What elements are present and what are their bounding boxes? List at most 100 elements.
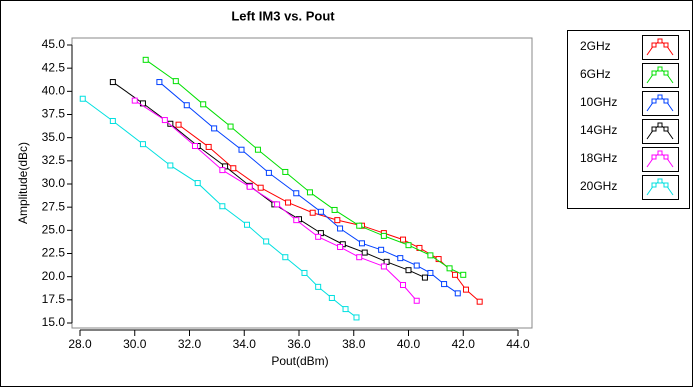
legend-marker: [663, 154, 669, 160]
legend-marker: [657, 38, 663, 44]
data-point: [285, 199, 292, 206]
data-point: [175, 121, 182, 128]
data-point: [400, 282, 407, 289]
legend-marker: [663, 182, 669, 188]
data-point: [79, 95, 86, 102]
data-point: [293, 190, 300, 197]
x-tick-label: 34.0: [233, 337, 257, 351]
legend-marker: [651, 98, 657, 104]
data-point: [441, 281, 448, 288]
y-tick-label: 45.0: [42, 37, 66, 51]
x-tick-label: 44.0: [506, 337, 530, 351]
data-point: [131, 97, 138, 104]
data-point: [334, 217, 341, 224]
legend-label: 18GHz: [580, 151, 617, 165]
y-tick-label: 30.0: [42, 176, 66, 190]
legend-label: 2GHz: [580, 39, 611, 53]
plot-area: [71, 37, 533, 329]
data-point: [452, 271, 459, 278]
data-point: [142, 56, 149, 63]
y-tick-label: 20.0: [42, 269, 66, 283]
x-tick-label: 36.0: [287, 337, 311, 351]
x-tick-label: 40.0: [397, 337, 421, 351]
data-point: [353, 314, 360, 321]
legend-label: 10GHz: [580, 95, 617, 109]
legend-marker: [651, 70, 657, 76]
data-point: [254, 146, 261, 153]
x-axis-label: Pout(dBm): [271, 354, 328, 368]
data-point: [328, 294, 335, 301]
data-point: [405, 267, 412, 274]
data-point: [356, 222, 363, 229]
y-axis-label: Amplitude(dBc): [16, 142, 30, 224]
data-point: [167, 120, 174, 127]
data-point: [356, 254, 363, 261]
x-tick-label: 32.0: [178, 337, 202, 351]
data-point: [282, 168, 289, 175]
data-point: [413, 297, 420, 304]
x-tick-label: 42.0: [452, 337, 476, 351]
legend-marker: [651, 154, 657, 160]
data-point: [139, 141, 146, 148]
data-point: [194, 180, 201, 187]
data-point: [380, 232, 387, 239]
data-point: [183, 102, 190, 109]
x-tick-label: 30.0: [123, 337, 147, 351]
legend-marker: [663, 42, 669, 48]
data-point: [397, 255, 404, 262]
y-tick-label: 35.0: [42, 130, 66, 144]
y-tick-label: 27.5: [42, 199, 66, 213]
data-point: [358, 240, 365, 247]
legend-label: 6GHz: [580, 67, 611, 81]
data-point: [380, 263, 387, 270]
data-point: [421, 274, 428, 281]
data-point: [293, 217, 300, 224]
legend-marker: [663, 70, 669, 76]
data-point: [257, 184, 264, 191]
data-point: [361, 249, 368, 256]
data-point: [301, 269, 308, 276]
data-point: [331, 206, 338, 213]
legend-marker: [657, 150, 663, 156]
data-point: [342, 306, 349, 313]
legend-marker: [657, 178, 663, 184]
data-point: [476, 298, 483, 305]
data-point: [161, 117, 168, 124]
chart-title: Left IM3 vs. Pout: [231, 8, 335, 23]
y-tick-label: 42.5: [42, 60, 66, 74]
data-point: [219, 203, 226, 210]
legend-marker: [663, 126, 669, 132]
data-point: [337, 225, 344, 232]
data-point: [156, 79, 163, 86]
legend-marker: [663, 98, 669, 104]
data-point: [306, 189, 313, 196]
data-point: [265, 169, 272, 176]
legend-marker: [651, 42, 657, 48]
data-point: [191, 143, 198, 150]
data-point: [274, 201, 281, 208]
data-point: [378, 246, 385, 253]
data-point: [263, 238, 270, 245]
y-tick-label: 37.5: [42, 107, 66, 121]
y-tick-label: 40.0: [42, 84, 66, 98]
legend-marker: [651, 182, 657, 188]
y-tick-label: 32.5: [42, 153, 66, 167]
data-point: [413, 262, 420, 269]
legend-marker: [657, 122, 663, 128]
data-point: [309, 209, 316, 216]
legend-swatch-box: [642, 35, 679, 60]
data-point: [205, 143, 212, 150]
data-point: [246, 183, 253, 190]
legend-marker: [657, 66, 663, 72]
data-point: [167, 162, 174, 169]
legend-marker: [651, 126, 657, 132]
data-point: [446, 265, 453, 272]
x-tick-label: 38.0: [342, 337, 366, 351]
data-point: [337, 244, 344, 251]
legend-label: 20GHz: [580, 179, 617, 193]
y-tick-label: 15.0: [42, 315, 66, 329]
x-tick-label: 28.0: [68, 337, 92, 351]
data-point: [462, 286, 469, 293]
data-point: [427, 269, 434, 276]
